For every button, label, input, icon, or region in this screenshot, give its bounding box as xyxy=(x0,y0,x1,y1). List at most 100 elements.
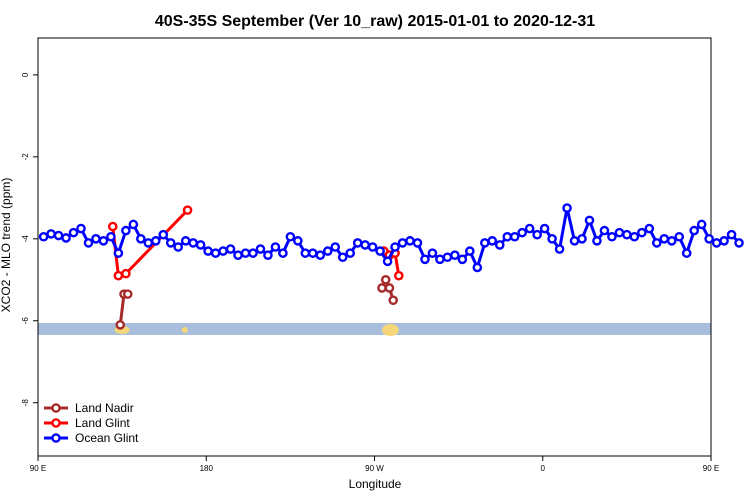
data-point xyxy=(384,283,395,293)
data-point xyxy=(539,223,550,234)
data-point xyxy=(115,320,126,330)
data-point xyxy=(502,231,513,242)
data-point xyxy=(68,227,79,238)
data-point xyxy=(195,240,206,250)
data-point xyxy=(397,238,408,248)
legend-label: Ocean Glint xyxy=(75,431,139,445)
data-point xyxy=(46,229,56,239)
data-point xyxy=(203,246,213,256)
data-point xyxy=(278,248,288,258)
data-point xyxy=(122,289,133,299)
data-point xyxy=(487,236,498,246)
data-point xyxy=(248,248,258,258)
data-point xyxy=(300,248,311,258)
data-point xyxy=(263,250,273,260)
data-point xyxy=(255,244,266,254)
data-point xyxy=(734,238,744,248)
data-point xyxy=(494,240,505,250)
data-point xyxy=(345,248,355,258)
x-axis-label: Longitude xyxy=(349,477,402,491)
data-point xyxy=(107,221,118,232)
data-point xyxy=(128,219,139,230)
data-point xyxy=(188,238,198,248)
x-tick-label: 0 xyxy=(541,464,546,473)
data-point xyxy=(375,246,385,256)
data-point xyxy=(106,231,116,242)
x-tick-label: 90 E xyxy=(703,464,719,473)
legend-marker xyxy=(51,403,61,413)
x-axis-ticks: 90 E 180 90 W 0 90 E xyxy=(30,456,719,473)
data-point xyxy=(614,227,625,238)
data-point xyxy=(659,234,670,244)
data-point xyxy=(405,236,415,246)
data-point xyxy=(666,236,677,246)
data-point xyxy=(726,229,737,240)
legend-item: Land Glint xyxy=(44,416,130,430)
data-point xyxy=(121,268,131,279)
data-point xyxy=(427,248,438,258)
y-tick-label: -6 xyxy=(21,317,30,325)
data-point xyxy=(524,223,535,234)
data-point xyxy=(390,242,400,252)
data-point xyxy=(158,229,169,240)
data-point xyxy=(674,231,685,242)
data-point xyxy=(113,248,124,258)
data-point xyxy=(218,246,228,256)
data-point xyxy=(637,227,647,238)
data-point xyxy=(308,248,318,258)
x-tick-label: 90 W xyxy=(365,464,384,473)
data-point xyxy=(173,242,184,252)
data-point xyxy=(315,250,326,260)
data-point xyxy=(435,254,445,265)
data-point xyxy=(457,254,468,265)
data-point xyxy=(285,231,296,242)
y-tick-label: 0 xyxy=(21,72,30,77)
data-point xyxy=(380,274,391,285)
data-point xyxy=(165,238,176,248)
data-point xyxy=(121,225,131,236)
data-point xyxy=(388,295,398,306)
series-layer xyxy=(38,203,744,330)
legend-item: Ocean Glint xyxy=(44,431,139,445)
data-point xyxy=(584,215,595,226)
data-point xyxy=(711,238,722,248)
data-point xyxy=(696,219,707,230)
data-point xyxy=(377,283,387,293)
ocean-band xyxy=(38,322,711,335)
data-point xyxy=(607,231,617,242)
data-point xyxy=(689,225,699,236)
data-point xyxy=(509,231,520,242)
y-tick-label: -8 xyxy=(21,399,30,407)
data-point xyxy=(240,248,251,258)
data-point xyxy=(704,234,714,244)
data-point xyxy=(337,252,348,263)
legend-item: Land Nadir xyxy=(44,401,134,415)
legend-label: Land Glint xyxy=(75,416,130,430)
data-point xyxy=(91,234,101,244)
data-point xyxy=(599,225,610,236)
data-point xyxy=(38,231,49,242)
data-point xyxy=(517,227,527,238)
data-point xyxy=(83,238,94,248)
data-point xyxy=(53,230,64,241)
x-tick-label: 180 xyxy=(200,464,214,473)
data-point xyxy=(577,234,587,244)
legend-label: Land Nadir xyxy=(75,401,134,415)
y-axis-label: XCO2 - MLO trend (ppm) xyxy=(0,178,13,313)
data-point xyxy=(622,229,632,240)
data-point xyxy=(233,250,243,260)
data-point xyxy=(136,234,146,244)
land-patch xyxy=(181,326,188,333)
data-point xyxy=(270,242,281,252)
data-point xyxy=(143,238,154,248)
data-point xyxy=(412,238,423,248)
legend-marker xyxy=(51,418,61,428)
data-point xyxy=(225,244,236,254)
data-point xyxy=(547,234,557,244)
data-point xyxy=(76,223,86,234)
data-point xyxy=(293,236,303,246)
data-point xyxy=(180,236,191,246)
data-point xyxy=(479,238,490,248)
data-point xyxy=(367,242,378,252)
data-point xyxy=(681,248,692,258)
